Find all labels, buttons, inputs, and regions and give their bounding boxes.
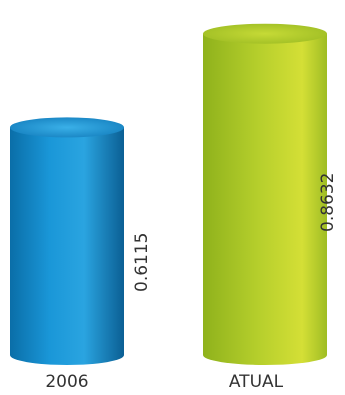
category-label-2006: 2006 (45, 372, 89, 392)
value-label-2006: 0.6115 (132, 232, 152, 292)
bar-atual (203, 33, 327, 365)
category-label-atual: ATUAL (228, 372, 284, 392)
bar-top-2006 (10, 117, 124, 138)
bar-2006 (10, 127, 124, 365)
value-label-atual: 0.8632 (318, 172, 338, 232)
bar-top-atual (203, 23, 327, 44)
